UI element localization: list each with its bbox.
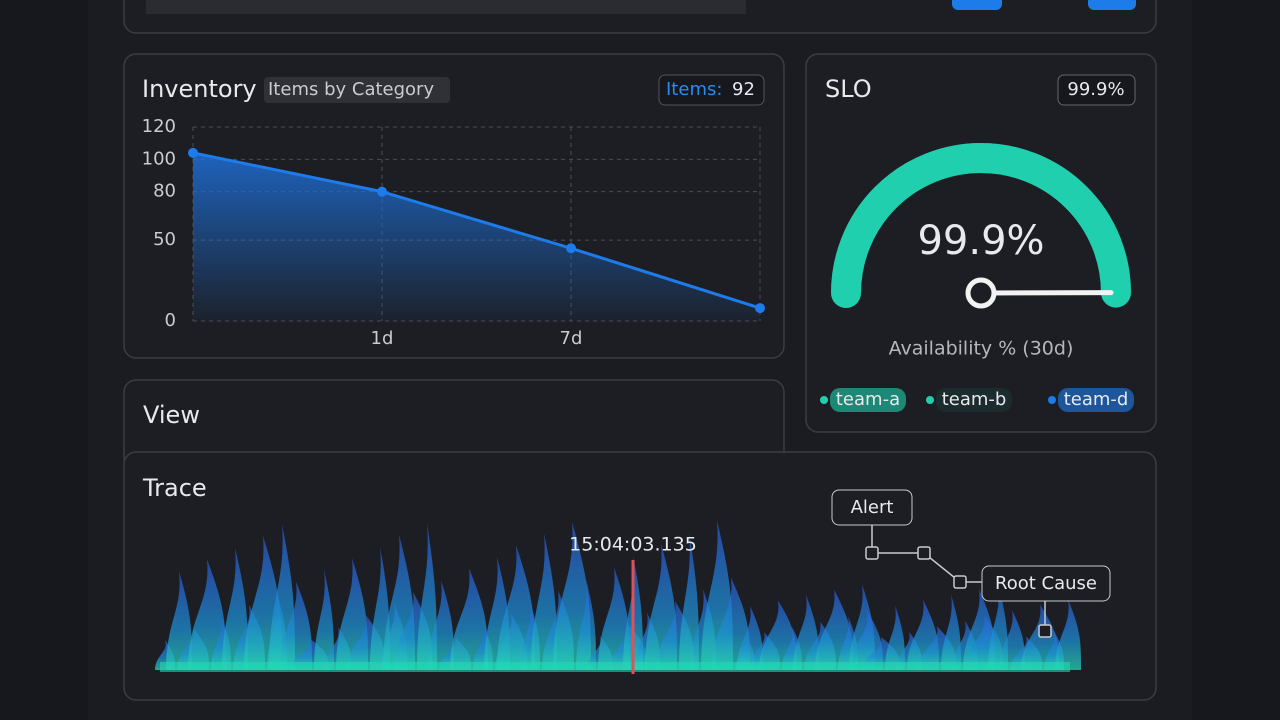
node-box[interactable] (981, 565, 1111, 602)
x-tick-label: 1d (371, 328, 394, 349)
flame (428, 580, 454, 670)
node-label: Alert (851, 497, 894, 518)
node-connectors (865, 525, 1052, 638)
area (193, 152, 760, 321)
flame (417, 523, 437, 670)
flame-graph (155, 520, 1081, 672)
y-tick-label: 120 (142, 116, 176, 137)
node-dot (917, 546, 931, 560)
flame (314, 569, 334, 670)
slo-panel (805, 53, 1157, 433)
legend-pill (830, 388, 906, 412)
line (192, 151, 761, 310)
legend-pill (1058, 388, 1134, 412)
legend-dot (820, 396, 828, 404)
flame (712, 577, 750, 670)
top-button[interactable] (1088, 0, 1136, 10)
subtitle-chip (264, 77, 450, 103)
panel-subtitle: Items by Category (268, 79, 434, 100)
flame (576, 578, 596, 670)
y-tick-label: 0 (165, 310, 176, 331)
point (566, 243, 576, 254)
x-tick-label: 7d (560, 328, 583, 349)
top-image (146, 0, 746, 14)
y-tick-label: 100 (142, 148, 176, 169)
node-label: Root Cause (995, 573, 1097, 594)
top-button[interactable] (952, 0, 1002, 10)
node-dot (953, 575, 967, 589)
flame (188, 559, 226, 670)
flame (941, 594, 961, 670)
node-dot (865, 546, 879, 560)
point (188, 147, 198, 158)
flame (280, 581, 312, 670)
legend-pill (936, 388, 1012, 412)
y-tick-label: 80 (153, 181, 176, 202)
flame (679, 532, 699, 670)
flame (885, 605, 905, 670)
flame (450, 568, 488, 670)
flame (166, 571, 192, 670)
needle-hub (965, 277, 997, 309)
badge-text: 99.9% (1067, 79, 1124, 100)
panel-title: Trace (142, 474, 207, 502)
panel-title: Inventory (142, 75, 257, 103)
marker-time: 15:04:03.135 (569, 534, 697, 556)
legend-label: team-a (836, 389, 900, 410)
gauge-fill (831, 142, 1131, 308)
badge-label: Items: (666, 79, 722, 100)
gauge-value: 99.9% (917, 218, 1044, 264)
items-badge (658, 74, 765, 106)
badge-value: 92 (732, 79, 755, 100)
gauge-caption: Availability % (30d) (889, 338, 1074, 360)
legend-dot (1048, 396, 1056, 404)
point (755, 303, 765, 314)
legend-dot (926, 396, 934, 404)
legend-label: team-b (942, 389, 1007, 410)
panel-title: View (143, 401, 200, 429)
node-dot (1038, 624, 1052, 638)
legend-label: team-d (1064, 389, 1129, 410)
slo-badge (1057, 74, 1136, 106)
y-tick-label: 50 (153, 229, 176, 250)
panel-title: SLO (825, 75, 872, 103)
node-box[interactable] (831, 489, 913, 526)
flame-base (160, 662, 1070, 672)
flame (1055, 599, 1081, 670)
point (377, 186, 387, 197)
